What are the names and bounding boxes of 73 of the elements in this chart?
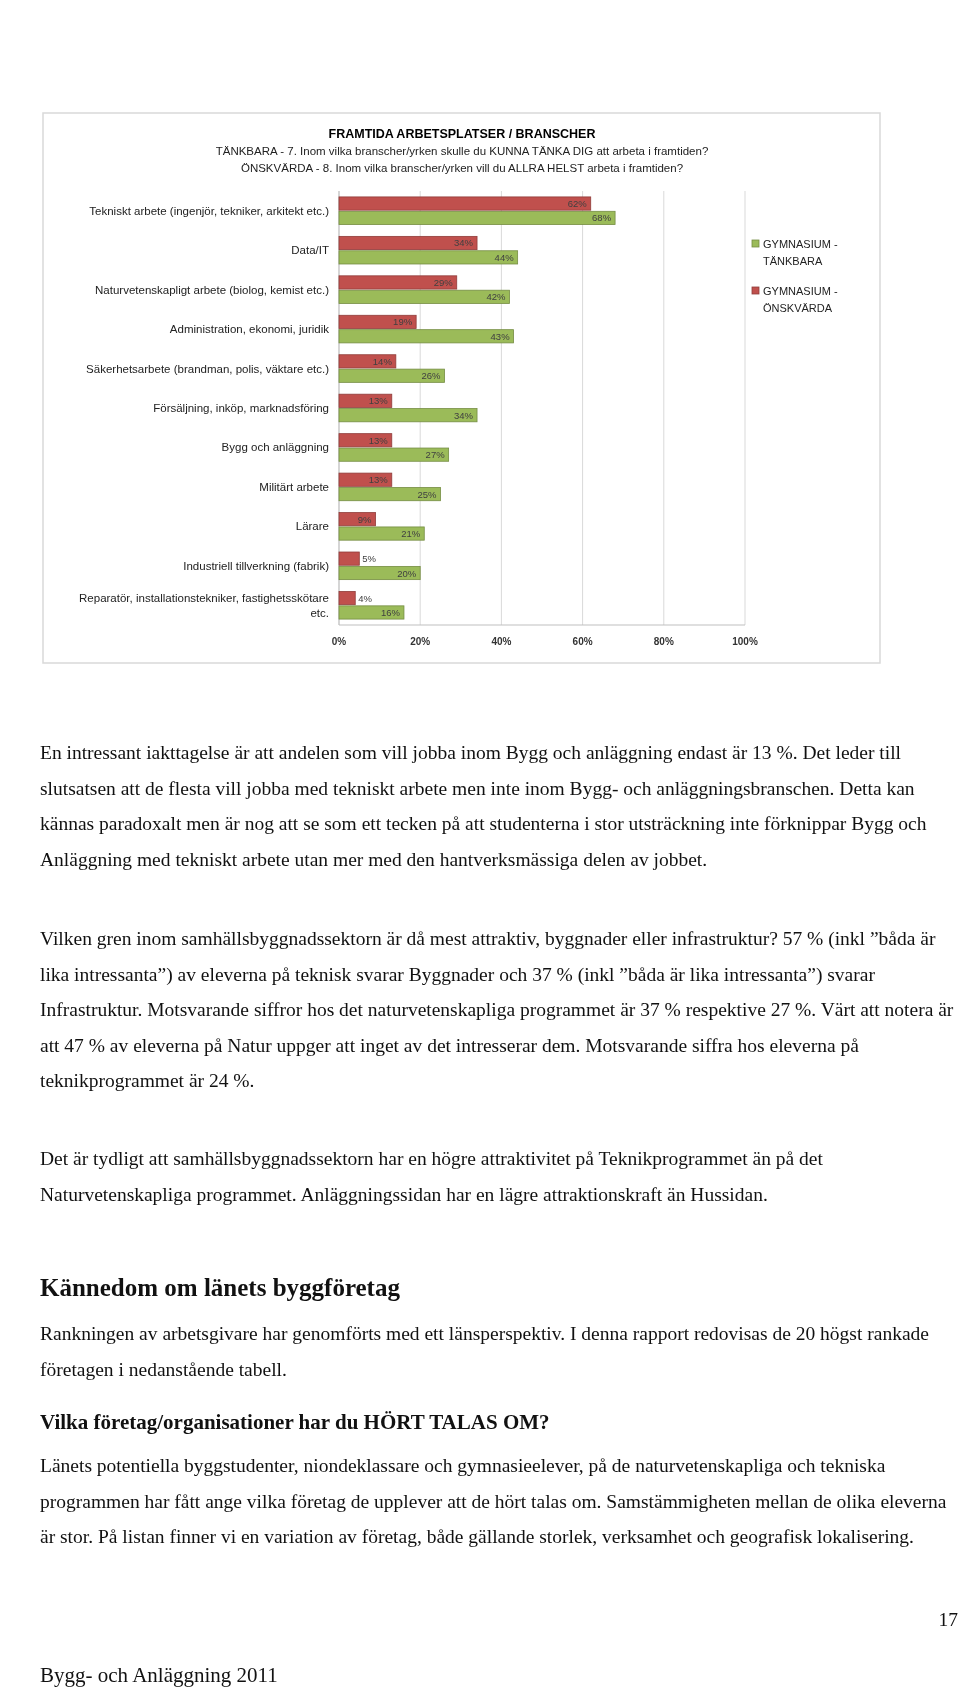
bar — [338, 289, 510, 304]
bar — [338, 329, 514, 344]
text: 17 — [937, 1608, 958, 1632]
text: Länets potentiella byggstudenter, niondeklassare och gymnasieelever, på de naturvetenskapliga och tekniska programmen har fått ange vilka företag de upplever att de hört talas om. Samstämmigheten mellan de olika eleverna är stor. På listan finner vi en variation av företag, både gällande storlek, verksamhet och geografisk lokalisering. — [40, 1454, 948, 1549]
data-label: 20% — [397, 567, 417, 579]
legend-label: GYMNASIUM - TÄNKBARA — [763, 238, 838, 267]
data-label: 13% — [368, 434, 389, 446]
data-label: 34% — [454, 237, 474, 249]
x-tick-label: 40% — [491, 636, 512, 647]
bar — [338, 235, 478, 251]
text: En intressant iakttagelse är att andelen som vill jobba inom Bygg och anläggning endast är 13 %. Det leder till slutsatsen att de flesta vill jobba med tekniskt arbete men inte inom Bygg- och anläggningsbranschen. Detta kan kännas paradoxalt men är nog att se som ett tecken på att studenterna i stor utsträckning inte förknippar Bygg och Anläggning med tekniskt arbete utan mer med den hantverksmässiga delen av jobbet. — [40, 741, 928, 872]
data-label: 13% — [368, 474, 389, 486]
data-label: 29% — [433, 276, 454, 288]
y-tick-label: Tekniskt arbete (ingenjör, tekniker, arkitekt etc.) — [89, 204, 330, 217]
data-label: 13% — [368, 395, 389, 407]
chart-title: FRAMTIDA ARBETSPLATSER / BRANSCHER — [328, 127, 596, 141]
bar — [338, 605, 405, 620]
x-tick-label: 60% — [572, 636, 593, 647]
bar — [338, 210, 616, 225]
data-label: 19% — [393, 316, 413, 328]
bar — [338, 591, 356, 606]
data-label: 4% — [358, 592, 373, 604]
bar — [338, 275, 458, 290]
data-label: 21% — [401, 528, 421, 540]
data-label: 25% — [417, 488, 438, 500]
data-label: 27% — [425, 449, 446, 461]
y-tick-label: Data/IT — [291, 244, 329, 257]
y-tick-label: Militärt arbete — [259, 480, 329, 493]
data-label: 42% — [486, 291, 507, 303]
bar — [338, 551, 360, 566]
x-tick-label: 100% — [732, 636, 758, 647]
y-tick-label: Lärare — [295, 520, 329, 533]
bar — [338, 526, 425, 541]
x-tick-label: 20% — [410, 636, 431, 647]
x-tick-label: 0% — [331, 636, 347, 647]
bar — [338, 368, 445, 383]
text: Bygg- och Anläggning 2011 — [40, 1662, 279, 1689]
text: Vilka företag/organisationer har du HÖRT TALAS OM? — [40, 1409, 551, 1436]
chart-subtitle: TÄNKBARA - 7. Inom vilka branscher/yrken skulle du KUNNA TÄNKA DIG att arbeta i framtiden? ÖNSKVÄRDA - 8. Inom vilka branscher/yrken vill du ALLRA HELST arbeta i framtiden? — [215, 145, 709, 174]
data-label: 43% — [490, 330, 511, 342]
legend-label: GYMNASIUM - ÖNSKVÄRDA — [763, 285, 838, 314]
data-label: 44% — [494, 251, 515, 263]
data-label: 34% — [454, 409, 474, 421]
y-tick-label: Naturvetenskapligt arbete (biolog, kemist etc.) — [95, 283, 330, 296]
bar — [338, 393, 393, 408]
data-label: 62% — [567, 198, 588, 210]
y-tick-label: Bygg och anläggning — [221, 441, 329, 454]
text: Kännedom om länets byggföretag — [40, 1273, 401, 1303]
bar — [338, 447, 450, 462]
bar — [338, 408, 478, 423]
text: Det är tydligt att samhällsbyggnadssektorn har en högre attraktivitet på Teknikprogrammet än på det Naturvetenskapliga programmet. Anläggningssidan har en lägre attraktionskraft än Hussidan. — [40, 1147, 824, 1207]
bar — [338, 433, 393, 448]
y-tick-label: Säkerhetsarbete (brandman, polis, väktare etc.) — [86, 362, 330, 375]
x-tick-label: 80% — [653, 636, 674, 647]
bar — [338, 565, 421, 581]
bar — [338, 354, 397, 369]
y-tick-label: Industriell tillverkning (fabrik) — [183, 559, 330, 572]
data-label: 26% — [421, 370, 442, 382]
data-label: 9% — [357, 513, 373, 525]
bar — [338, 487, 441, 502]
bar — [338, 250, 519, 265]
y-tick-label: Administration, ekonomi, juridik — [169, 323, 330, 336]
text: Vilken gren inom samhällsbyggnadssektorn är då mest attraktiv, byggnader eller infrastruktur? 57 % (inkl ”båda är lika intressanta”) av eleverna på teknisk svarar Byggnader och 37 % (inkl ”båda är lika intressanta”) svarar Infrastruktur. Motsvarande siffror hos det naturvetenskapliga programmet är 37 % respektive 27 %. Värt att notera är att 47 % av eleverna på Natur uppger att inget av det intresserar dem. Motsvarande siffra hos eleverna på teknikprogrammet är 24 %. — [40, 927, 955, 1093]
bar — [338, 472, 393, 487]
y-tick-label: Försäljning, inköp, marknadsföring — [153, 402, 329, 414]
y-tick-label: Reparatör, installationstekniker, fastighetsskötare etc. — [79, 591, 329, 619]
text: Rankningen av arbetsgivare har genomförts med ett länsperspektiv. I denna rapport redovisas de 20 högst rankade företagen i nedanstående tabell. — [40, 1322, 930, 1382]
data-label: 5% — [362, 553, 377, 565]
data-label: 16% — [380, 606, 401, 618]
data-label: 68% — [592, 212, 612, 224]
data-label: 14% — [372, 355, 393, 367]
bar — [338, 196, 592, 211]
bar — [338, 314, 417, 329]
